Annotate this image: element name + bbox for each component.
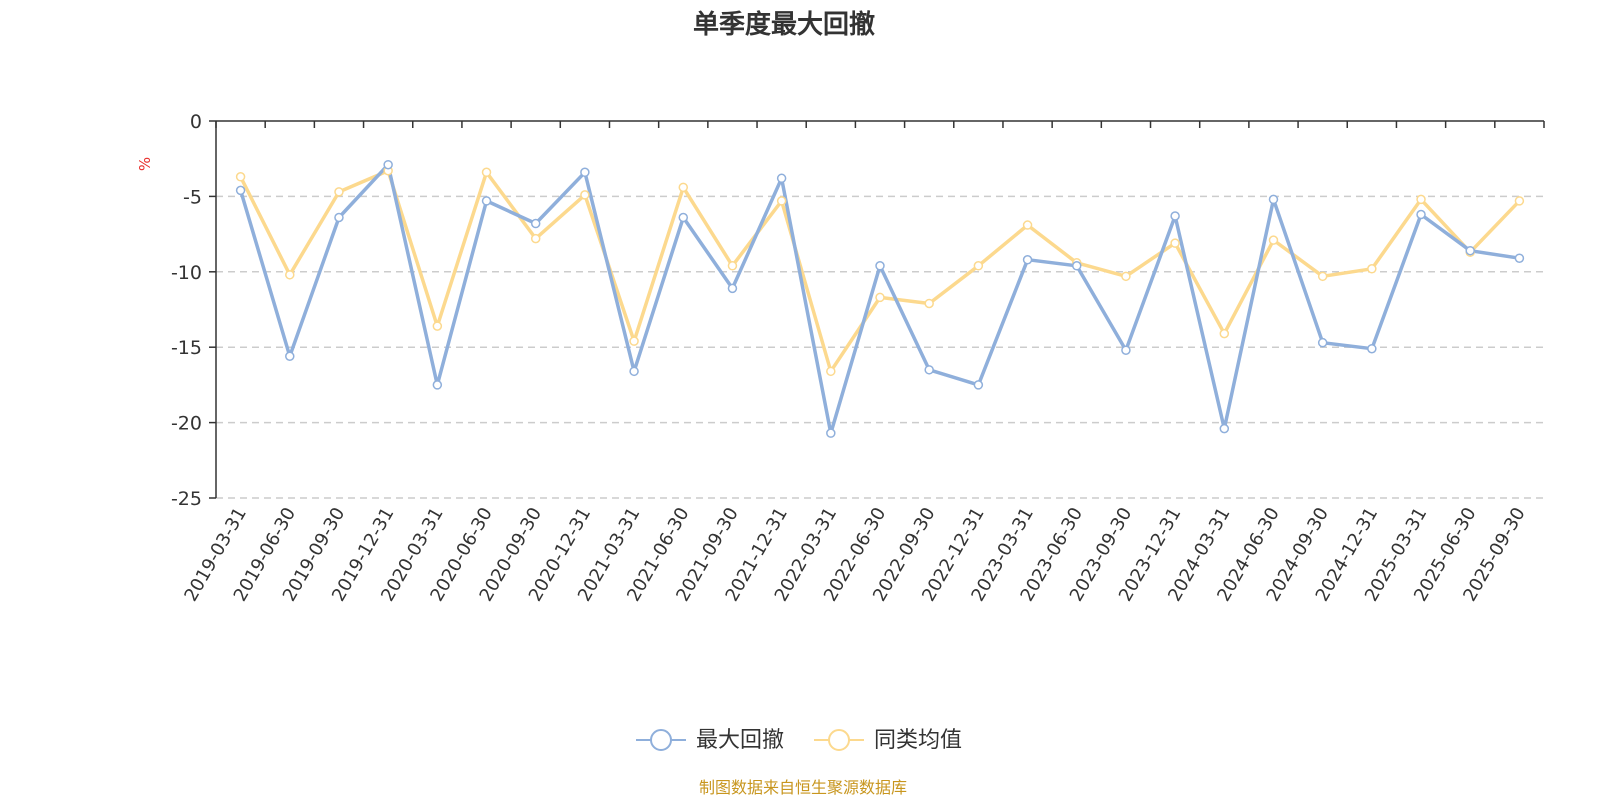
data-point-series-1 <box>334 187 344 197</box>
data-point-series-0 <box>1071 261 1082 271</box>
data-point-series-0 <box>334 212 344 223</box>
data-point-series-1 <box>678 182 689 193</box>
data-point-series-1 <box>1268 235 1279 245</box>
data-point-series-1 <box>1367 264 1377 274</box>
data-point-series-1 <box>1416 194 1426 205</box>
legend-label: 最大回撤 <box>696 728 784 753</box>
data-point-series-0 <box>1121 345 1131 355</box>
data-point-series-1 <box>1219 328 1230 339</box>
data-point-series-1 <box>432 321 443 331</box>
data-point-series-0 <box>629 366 639 377</box>
data-point-series-0 <box>1268 194 1279 205</box>
data-point-series-1 <box>530 233 541 244</box>
y-tick-label: -15 <box>171 337 202 359</box>
legend-label: 同类均值 <box>874 728 962 753</box>
chart-title: 单季度最大回撤 <box>693 9 875 40</box>
data-point-series-1 <box>235 172 246 182</box>
data-point-series-0 <box>1416 209 1426 220</box>
data-point-series-1 <box>1121 271 1131 282</box>
legend-item-max-drawdown[interactable]: 最大回撤 <box>636 728 784 753</box>
axes <box>209 120 1545 499</box>
grid-lines <box>216 195 1544 499</box>
y-tick-label: -20 <box>171 413 202 435</box>
data-point-series-1 <box>629 336 639 346</box>
data-point-series-0 <box>580 167 590 178</box>
y-tick-labels: 0 -5 -10 -15 -20 -25 <box>171 111 202 510</box>
data-point-series-0 <box>285 351 295 361</box>
data-point-series-0 <box>481 196 492 206</box>
data-point-series-0 <box>1219 423 1230 434</box>
data-point-series-0 <box>1465 245 1475 256</box>
data-point-series-0 <box>727 283 738 294</box>
data-point-series-1 <box>776 196 787 206</box>
x-tick-labels: 2019-03-312019-06-302019-09-302019-12-31… <box>180 504 1529 605</box>
data-point-series-0 <box>1022 254 1033 265</box>
data-source-note: 制图数据来自恒生聚源数据库 <box>699 778 907 797</box>
data-point-series-0 <box>924 365 934 375</box>
series-group <box>235 159 1525 438</box>
data-point-series-0 <box>1317 337 1328 348</box>
y-tick-label: 0 <box>190 111 202 133</box>
data-point-series-1 <box>727 261 738 271</box>
data-point-series-0 <box>1367 343 1377 354</box>
legend-marker-icon <box>650 729 672 751</box>
data-point-series-0 <box>1514 253 1525 263</box>
data-point-series-1 <box>875 292 885 303</box>
data-point-series-1 <box>1317 271 1328 282</box>
data-point-series-1 <box>973 261 984 271</box>
data-point-series-0 <box>530 218 541 229</box>
legend-item-peer-average[interactable]: 同类均值 <box>814 728 962 753</box>
y-tick-label: -25 <box>171 488 202 510</box>
y-tick-label: -5 <box>183 186 202 208</box>
data-point-series-1 <box>1514 196 1525 206</box>
data-point-series-0 <box>776 173 787 184</box>
data-point-series-1 <box>1022 220 1033 230</box>
data-point-series-0 <box>973 380 984 390</box>
data-point-series-1 <box>924 298 934 309</box>
data-point-series-1 <box>1170 238 1180 248</box>
data-point-series-1 <box>580 190 590 200</box>
y-axis-unit: % <box>136 157 154 171</box>
data-point-series-0 <box>1170 211 1180 221</box>
y-tick-label: -10 <box>171 262 202 284</box>
legend-marker-icon <box>828 729 850 751</box>
data-point-series-0 <box>678 212 689 223</box>
data-point-series-0 <box>383 159 393 170</box>
data-point-series-0 <box>235 185 246 196</box>
data-point-series-0 <box>432 380 443 390</box>
data-point-series-1 <box>285 270 295 280</box>
data-point-series-0 <box>826 428 836 438</box>
legend[interactable]: 最大回撤 同类均值 <box>636 728 962 753</box>
data-point-series-1 <box>826 366 836 377</box>
data-point-series-0 <box>875 261 885 271</box>
data-point-series-1 <box>481 167 492 178</box>
